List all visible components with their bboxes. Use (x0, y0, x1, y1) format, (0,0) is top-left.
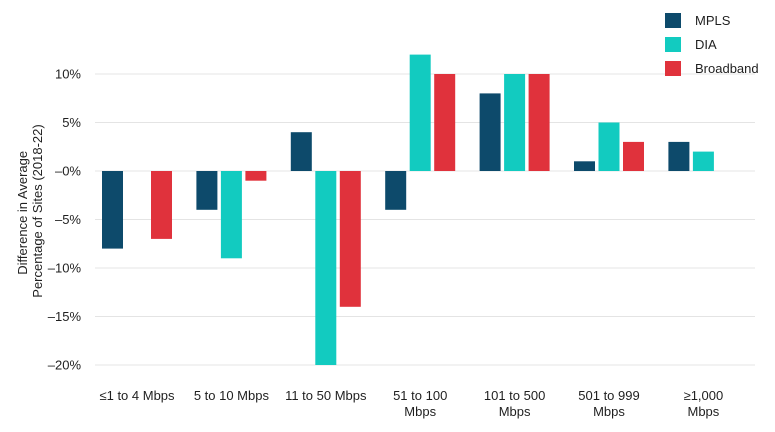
x-category-label-line: 5 to 10 Mbps (194, 388, 270, 403)
y-axis-title-line-1: Difference in Average (15, 151, 30, 275)
bar-broadband-5 (623, 141, 644, 171)
bar-dia-6 (692, 151, 714, 171)
bar-mpls-3 (385, 171, 407, 210)
bar-mpls-5 (574, 161, 595, 171)
x-category-label: 501 to 999 Mbps (578, 388, 639, 419)
y-tick-label: –15% (48, 309, 82, 324)
y-tick-label: –5% (55, 212, 81, 227)
bar-mpls-4 (479, 93, 501, 171)
x-category-label-line: 51 to 100 (393, 388, 447, 403)
legend-swatch-dia (665, 37, 681, 52)
bar-mpls-1 (196, 171, 218, 210)
legend-swatch-broadband (665, 61, 681, 76)
legend-label-broadband: Broadband (695, 61, 759, 76)
x-axis-category-labels: ≤1 to 4 Mbps 5 to 10 Mbps 11 to 50 Mbps 51 … (99, 388, 723, 419)
x-category-label-line: Mbps (688, 404, 720, 419)
x-category-label-line: 11 to 50 Mbps (285, 388, 367, 403)
x-category-label: ≤1 to 4 Mbps (99, 388, 175, 403)
x-category-label-line: Mbps (499, 404, 531, 419)
y-tick-label: 10% (55, 67, 81, 82)
x-category-label-line: Mbps (593, 404, 625, 419)
x-category-label-line: ≤1 to 4 Mbps (99, 388, 175, 403)
bar-broadband-3 (434, 74, 456, 171)
x-category-label-line: 501 to 999 (578, 388, 639, 403)
y-axis-title: Difference in Average Percentage of Site… (15, 124, 45, 297)
y-tick-label: –20% (48, 358, 82, 373)
bars (102, 54, 714, 365)
bar-dia-2 (315, 171, 337, 365)
x-category-label: 101 to 500 Mbps (484, 388, 545, 419)
bar-broadband-2 (339, 171, 361, 307)
x-category-label: 51 to 100 Mbps (393, 388, 447, 419)
legend-label-dia: DIA (695, 37, 717, 52)
x-category-label-line: 101 to 500 (484, 388, 545, 403)
y-axis-title-line-2: Percentage of Sites (2018-22) (30, 124, 45, 297)
y-axis-ticks: 10% 5% –0% –5% –10% –15% –20% (48, 67, 82, 373)
bar-dia-5 (598, 122, 620, 171)
legend-label-mpls: MPLS (695, 13, 731, 28)
x-category-label: ≥1,000 Mbps (684, 388, 724, 419)
bar-dia-3 (409, 54, 431, 171)
y-tick-label: 5% (62, 115, 81, 130)
bar-broadband-0 (151, 171, 172, 239)
y-tick-label: –0% (55, 164, 81, 179)
x-category-label-line: ≥1,000 (684, 388, 724, 403)
x-category-label: 5 to 10 Mbps (194, 388, 270, 403)
bar-dia-4 (504, 74, 526, 171)
y-tick-label: –10% (48, 261, 82, 276)
bar-dia-1 (220, 171, 242, 259)
bar-mpls-0 (102, 171, 123, 249)
x-category-label: 11 to 50 Mbps (285, 388, 367, 403)
x-category-label-line: Mbps (404, 404, 436, 419)
legend-swatch-mpls (665, 13, 681, 28)
bar-broadband-1 (245, 171, 267, 181)
legend: MPLS DIA Broadband (665, 13, 759, 76)
bar-mpls-2 (290, 132, 312, 171)
bar-broadband-4 (528, 74, 550, 171)
bar-mpls-6 (668, 141, 690, 171)
